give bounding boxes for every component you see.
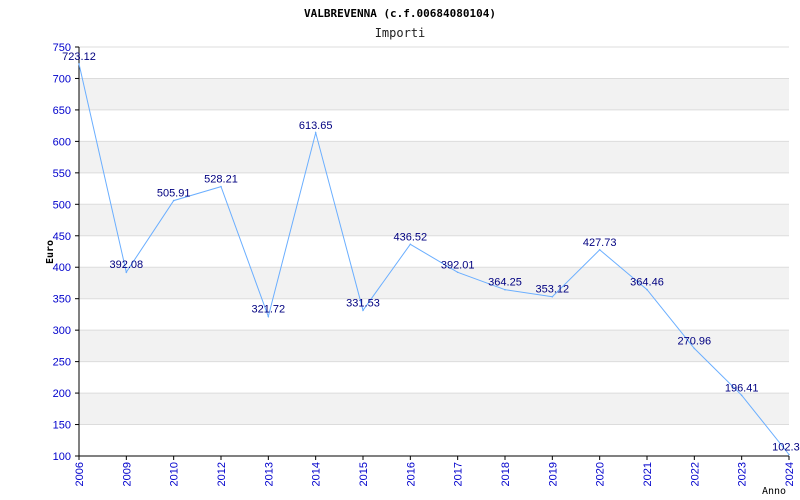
x-tick-label: 2006	[74, 462, 86, 486]
series-line-group	[78, 63, 790, 456]
y-tick-labels: 100 150 200 250 300 350 400 450 500 550 600 650 700 7…	[53, 42, 71, 463]
data-label: 613.65	[299, 120, 333, 132]
data-point	[362, 309, 364, 312]
data-point	[646, 288, 648, 291]
x-tick-label: 2014	[311, 462, 323, 486]
x-axis-label: Anno	[762, 486, 786, 497]
data-labels: 723.12 392.08 505.91 528.21 321.72 613.65 331.…	[62, 51, 800, 454]
y-tick-label: 600	[53, 136, 71, 148]
y-tick-label: 300	[53, 325, 71, 337]
grid-band	[79, 267, 789, 299]
data-label: 331.53	[346, 297, 380, 309]
data-point	[788, 453, 790, 456]
data-point	[693, 347, 696, 350]
data-label: 102.36	[772, 442, 800, 454]
x-tick-label: 2009	[121, 462, 133, 486]
y-tick-label: 250	[53, 357, 71, 369]
grid-band	[79, 204, 789, 236]
x-tick-label: 2022	[689, 462, 701, 486]
x-tick-label: 2020	[595, 462, 607, 486]
x-tick-label: 2013	[263, 462, 275, 486]
data-label: 528.21	[204, 174, 238, 186]
x-tick-label: 2024	[784, 462, 796, 486]
data-label: 353.12	[536, 284, 570, 296]
data-label: 196.41	[725, 382, 759, 394]
data-label: 270.96	[678, 335, 712, 347]
data-label: 436.52	[394, 231, 428, 243]
data-label: 505.91	[157, 188, 191, 200]
axes	[75, 46, 790, 460]
data-point	[78, 63, 80, 65]
x-tick-label: 2021	[642, 462, 654, 486]
data-point	[598, 248, 601, 251]
y-tick-label: 350	[53, 294, 71, 306]
data-point	[172, 199, 175, 202]
data-point	[409, 243, 412, 246]
data-point	[220, 185, 222, 188]
y-axis-label: Euro	[45, 240, 56, 264]
y-tick-label: 550	[53, 168, 71, 180]
data-point	[551, 295, 554, 298]
chart-title: VALBREVENNA (c.f.00684080104)	[304, 7, 496, 20]
data-point	[456, 271, 459, 274]
data-point	[125, 271, 128, 274]
chart-subtitle: Importi	[375, 26, 426, 40]
grid-band	[79, 393, 789, 425]
y-tick-label: 500	[53, 199, 71, 211]
x-tick-label: 2017	[453, 462, 465, 486]
y-tick-label: 200	[53, 388, 71, 400]
x-tick-label: 2012	[216, 462, 228, 486]
y-tick-label: 450	[53, 231, 71, 243]
data-label: 392.08	[110, 259, 144, 271]
grid-bands	[79, 78, 789, 425]
grid-band	[79, 78, 789, 110]
x-tick-label: 2016	[405, 462, 417, 486]
y-tick-label: 650	[53, 105, 71, 117]
y-tick-label: 750	[53, 42, 71, 54]
data-label: 392.01	[441, 259, 475, 271]
x-tick-label: 2018	[500, 462, 512, 486]
y-tick-label: 100	[53, 451, 71, 463]
y-tick-label: 400	[53, 262, 71, 274]
data-label: 364.46	[630, 277, 664, 289]
x-tick-label: 2010	[169, 462, 181, 486]
data-point	[740, 394, 743, 397]
y-tick-label: 700	[53, 73, 71, 85]
x-tick-label: 2015	[358, 462, 370, 486]
data-point	[267, 315, 270, 318]
data-label: 321.72	[252, 303, 286, 315]
grid-band	[79, 141, 789, 173]
data-label: 364.25	[488, 277, 522, 289]
data-label: 723.12	[62, 51, 96, 63]
x-tick-labels: 2006 2009 2010 2012 2013 2014 2015 2016 2017 2018…	[74, 462, 796, 486]
data-point	[504, 288, 506, 291]
data-point	[314, 131, 317, 134]
x-tick-label: 2023	[737, 462, 749, 486]
series-line	[78, 63, 790, 455]
grid-band	[79, 330, 789, 362]
y-tick-label: 150	[53, 420, 71, 432]
data-label: 427.73	[583, 237, 617, 249]
grid-lines	[79, 46, 789, 457]
x-tick-label: 2019	[547, 462, 559, 486]
